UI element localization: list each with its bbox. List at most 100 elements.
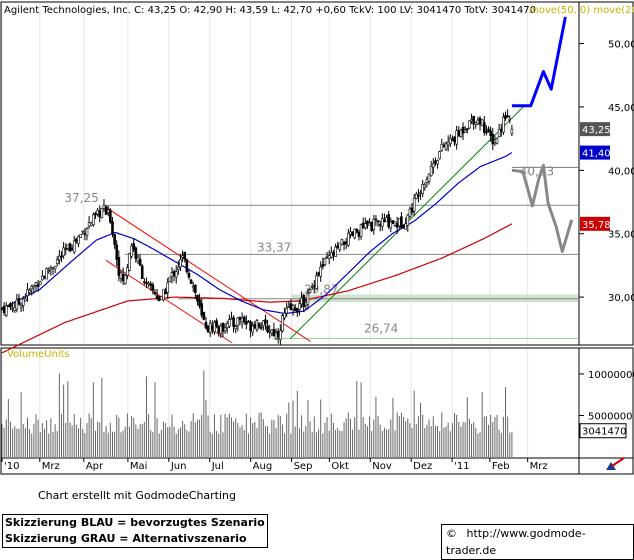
candle-body xyxy=(359,224,363,237)
candle-body xyxy=(79,234,82,238)
candle-body xyxy=(474,122,478,125)
candle-body xyxy=(465,128,469,130)
candle-body xyxy=(111,221,114,235)
candle-body xyxy=(140,265,144,279)
candle-body xyxy=(213,322,216,333)
candle-body xyxy=(98,210,102,218)
candle-body xyxy=(32,284,36,288)
candle-body xyxy=(502,116,505,133)
price-tick-label: 45,00 xyxy=(608,103,634,114)
candle-body xyxy=(194,284,197,293)
date-tick-label: Sep xyxy=(294,461,313,472)
candle-body xyxy=(247,320,250,323)
candle-body xyxy=(427,173,431,182)
candle-body xyxy=(291,305,295,310)
candle-body xyxy=(47,270,51,272)
candle-body xyxy=(323,258,327,266)
price-tag-label: 43,25 xyxy=(582,125,611,136)
candle-body xyxy=(347,233,350,246)
candle-body xyxy=(332,252,335,256)
date-tick-label: Mai xyxy=(130,461,148,472)
price-tag-box xyxy=(580,216,610,231)
candle-body xyxy=(236,317,240,326)
candle-body xyxy=(102,204,106,209)
candle-body xyxy=(480,119,484,127)
copyright-icon: © xyxy=(446,527,457,540)
scenario-grey-line xyxy=(511,163,574,253)
candle-body xyxy=(487,128,490,132)
candle-body xyxy=(196,295,199,302)
candle-body xyxy=(510,128,514,134)
candle-body xyxy=(130,245,133,257)
candle-body xyxy=(383,219,386,222)
candle-body xyxy=(240,317,244,323)
candle-body xyxy=(387,214,390,227)
date-tick-label: Aug xyxy=(253,461,273,472)
candle-body xyxy=(412,197,416,212)
candle-body xyxy=(232,317,235,327)
candle-body xyxy=(287,305,291,308)
candle-body xyxy=(211,325,214,330)
candle-body xyxy=(26,289,29,296)
candle-body xyxy=(202,311,206,320)
price-tag-box xyxy=(580,122,610,137)
candle-body xyxy=(221,322,225,332)
candle-body xyxy=(228,319,231,327)
candle-body xyxy=(70,247,74,251)
date-tick-label: Mrz xyxy=(530,461,548,472)
candle-body xyxy=(132,243,136,251)
candle-body xyxy=(145,282,148,284)
candle-body xyxy=(327,255,331,260)
candle-body xyxy=(378,224,382,226)
volume-axis-strip xyxy=(578,347,634,459)
candle-body xyxy=(317,272,320,276)
candle-body xyxy=(440,143,444,151)
date-tick-label: Mrz xyxy=(42,461,60,472)
header-text: Agilent Technologies, Inc. C: 43,25 O: 4… xyxy=(4,5,536,16)
candle-body xyxy=(219,325,223,334)
candle-body xyxy=(391,220,395,224)
candle-body xyxy=(262,320,265,326)
corner-pen-icon[interactable] xyxy=(606,457,625,470)
candle-body xyxy=(75,238,78,242)
candle-body xyxy=(296,308,299,313)
copyright-box[interactable]: © http://www.godmode-trader.de xyxy=(441,524,634,560)
candle-body xyxy=(340,239,344,245)
candle-body xyxy=(15,299,19,310)
corner-box[interactable] xyxy=(578,457,634,475)
price-pane xyxy=(0,1,580,346)
candle-body xyxy=(306,293,310,305)
level-label-26,74: 26,74 xyxy=(364,321,398,335)
candle-body xyxy=(217,326,221,333)
candle-body xyxy=(30,286,34,290)
candle-body xyxy=(270,329,274,334)
candle-body xyxy=(36,284,40,287)
candle-body xyxy=(183,252,187,260)
candle-body xyxy=(89,222,93,226)
candle-body xyxy=(376,220,380,223)
candle-body xyxy=(344,241,348,245)
scenario-blue-line xyxy=(511,16,567,108)
candle-body xyxy=(225,323,229,329)
candle-body xyxy=(355,228,359,233)
candle-body xyxy=(83,233,87,235)
candle-body xyxy=(191,285,195,288)
candle-body xyxy=(49,267,53,270)
level-label-33,37: 33,37 xyxy=(257,240,291,254)
candle-body xyxy=(425,179,429,183)
candle-body xyxy=(136,257,140,262)
price-tick-label: 30,00 xyxy=(608,293,634,304)
candle-body xyxy=(117,257,121,276)
candle-body xyxy=(423,184,427,188)
candle-body xyxy=(489,130,492,137)
candle-body xyxy=(174,271,178,278)
candle-body xyxy=(119,272,123,279)
candle-body xyxy=(289,303,293,311)
candle-body xyxy=(283,312,286,319)
candle-body xyxy=(2,305,6,314)
website-link[interactable]: http://www.godmode-trader.de xyxy=(446,527,586,557)
volume-label: VolumeUnits xyxy=(7,349,70,360)
price-tick-label: 50,00 xyxy=(608,40,634,51)
candle-body xyxy=(349,231,352,235)
volume-last-label: 3041470 xyxy=(582,427,627,438)
